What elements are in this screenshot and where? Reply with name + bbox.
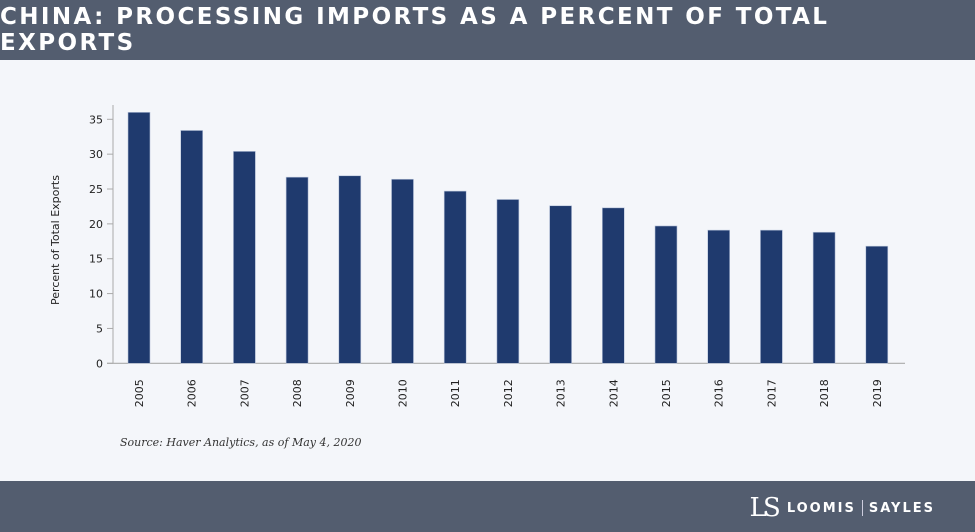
x-tick-label: 2013 <box>555 379 568 407</box>
bar-2013 <box>549 205 572 364</box>
y-axis-label: Percent of Total Exports <box>49 175 62 305</box>
bar-2014 <box>601 207 625 364</box>
loomis-sayles-logo: L S LOOMIS SAYLES <box>749 493 935 523</box>
footer-bar: L S LOOMIS SAYLES <box>0 481 975 532</box>
x-tick-label: 2015 <box>660 379 673 407</box>
bar-2011 <box>443 190 467 364</box>
y-tick-label: 15 <box>89 253 103 266</box>
logo-mark-icon: L S <box>749 493 780 523</box>
x-tick-label: 2010 <box>397 379 410 407</box>
y-tick-label: 0 <box>96 357 103 370</box>
x-tick-label: 2017 <box>765 379 778 407</box>
bar-2015 <box>654 225 678 364</box>
x-tick-label: 2016 <box>713 379 726 407</box>
y-tick-label: 35 <box>89 113 103 126</box>
x-tick-label: 2018 <box>818 379 831 407</box>
x-tick-label: 2011 <box>449 379 462 407</box>
logo-text-right: SAYLES <box>868 500 935 516</box>
x-tick-label: 2019 <box>871 379 884 407</box>
bar-2019 <box>865 245 889 364</box>
bar-2007 <box>233 151 256 364</box>
y-tick-label: 30 <box>89 148 103 161</box>
bar-2010 <box>391 178 414 364</box>
bar-2016 <box>707 229 731 364</box>
bar-2009 <box>338 175 362 364</box>
source-note: Source: Haver Analytics, as of May 4, 20… <box>120 436 362 449</box>
x-tick-label: 2006 <box>186 379 199 407</box>
x-tick-label: 2005 <box>133 379 146 407</box>
bar-chart: 0 5 10 15 20 25 30 35 Percent of Total Exports 20… <box>49 105 905 407</box>
x-tick-label: 2009 <box>344 379 357 407</box>
bar-2017 <box>760 229 783 364</box>
bar-2012 <box>496 199 520 364</box>
logo-text-left: LOOMIS <box>786 500 856 516</box>
bar-2005 <box>127 112 151 364</box>
chart-title: CHINA: PROCESSING IMPORTS AS A PERCENT O… <box>0 4 830 56</box>
x-tick-label: 2014 <box>607 379 620 407</box>
x-tick-label: 2008 <box>291 379 304 407</box>
y-tick-label: 5 <box>96 322 103 335</box>
y-tick-label: 20 <box>89 218 103 231</box>
bar-2018 <box>812 231 836 364</box>
logo-divider <box>861 500 863 516</box>
y-tick-label: 10 <box>89 288 103 301</box>
y-tick-label: 25 <box>89 183 103 196</box>
x-tick-label: 2012 <box>502 379 515 407</box>
x-tick-label: 2007 <box>238 379 251 407</box>
chart-title-banner: CHINA: PROCESSING IMPORTS AS A PERCENT O… <box>0 0 975 60</box>
bar-2008 <box>285 176 309 364</box>
bar-2006 <box>180 130 203 364</box>
